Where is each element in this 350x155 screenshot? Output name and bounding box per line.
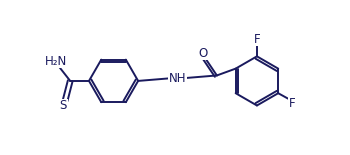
Text: NH: NH <box>169 72 186 85</box>
Text: F: F <box>254 33 260 46</box>
Text: H₂N: H₂N <box>44 55 66 68</box>
Text: O: O <box>198 47 208 60</box>
Text: F: F <box>288 97 295 110</box>
Text: S: S <box>60 99 67 112</box>
